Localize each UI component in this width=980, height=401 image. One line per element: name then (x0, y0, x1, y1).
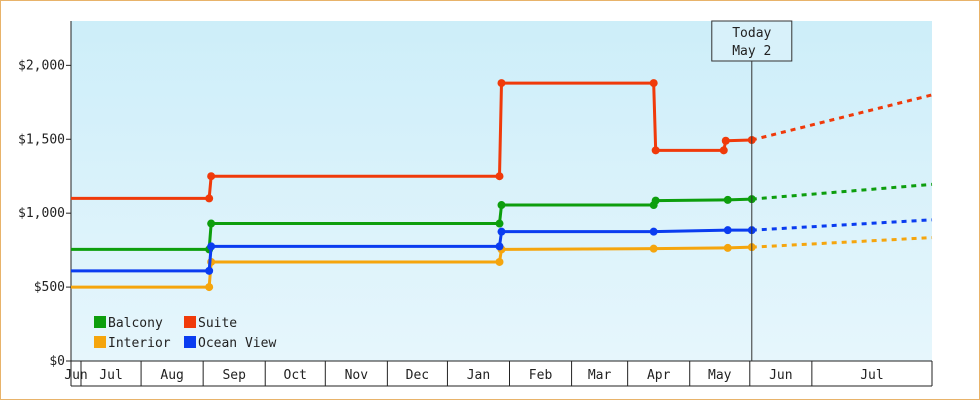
y-tick-label: $0 (49, 354, 65, 369)
series-forecast-suite (751, 93, 933, 142)
x-tick-label: Jun (769, 368, 792, 383)
x-tick-label: Oct (284, 368, 307, 383)
data-point (495, 219, 504, 228)
data-point (649, 227, 658, 236)
x-tick-label: Mar (588, 368, 612, 383)
data-point (495, 242, 504, 251)
data-point (723, 243, 732, 252)
y-tick-label: $2,000 (18, 58, 65, 73)
x-tick-label: Feb (529, 368, 553, 383)
legend-label-interior: Interior (108, 336, 171, 351)
x-tick-label: Jul (860, 368, 883, 383)
today-marker: Today May 2 (711, 20, 793, 361)
y-tick-label: $1,500 (18, 132, 65, 147)
data-point (207, 172, 216, 181)
x-tick-label: Jun (64, 368, 87, 383)
data-point (649, 79, 658, 88)
data-point (495, 257, 504, 266)
x-tick-label: Jul (99, 368, 122, 383)
data-point (651, 196, 660, 205)
data-point (497, 201, 506, 210)
legend-swatch-interior (94, 336, 106, 348)
data-point (649, 244, 658, 253)
data-point (205, 194, 214, 203)
series-line-ocean-view (71, 228, 752, 273)
data-point (495, 172, 504, 181)
legend-label-balcony: Balcony (108, 316, 163, 331)
series-balcony (71, 182, 933, 254)
x-tick-label: May (708, 368, 732, 383)
data-point (721, 136, 730, 145)
today-label-box (711, 20, 793, 62)
today-label-line1: Today (732, 26, 771, 41)
series-line-suite (71, 81, 752, 200)
legend-swatch-ocean-view (184, 336, 196, 348)
data-point (723, 226, 732, 235)
x-tick-label: Nov (345, 368, 369, 383)
legend-swatch-suite (184, 316, 196, 328)
data-point (205, 266, 214, 275)
data-point (205, 283, 214, 292)
legend-swatch-balcony (94, 316, 106, 328)
data-point (723, 195, 732, 204)
data-point (651, 146, 660, 155)
legend: Balcony Suite Interior Ocean View (94, 316, 276, 351)
series-ocean-view (71, 218, 933, 275)
y-tick-label: $1,000 (18, 206, 65, 221)
data-point (207, 219, 216, 228)
today-label-line2: May 2 (732, 44, 771, 59)
x-tick-label: Dec (406, 368, 429, 383)
legend-label-ocean-view: Ocean View (198, 336, 276, 351)
series-forecast-interior (751, 236, 933, 249)
data-point (719, 146, 728, 155)
series-suite (71, 79, 933, 203)
series-group (71, 79, 933, 292)
x-tick-label: Sep (222, 368, 246, 383)
x-tick-label: Aug (160, 368, 183, 383)
data-point (497, 79, 506, 88)
series-forecast-balcony (751, 182, 933, 201)
y-axis: $0 $500 $1,000 $1,500 $2,000 (18, 21, 72, 369)
y-tick-label: $500 (34, 280, 65, 295)
x-tick-label: Apr (647, 368, 671, 383)
legend-label-suite: Suite (198, 316, 237, 331)
plot-area (71, 21, 932, 361)
data-point (207, 242, 216, 251)
x-tick-label: Jan (467, 368, 490, 383)
data-point (497, 227, 506, 236)
series-forecast-ocean-view (751, 218, 933, 232)
x-axis: Jun Jul Aug Sep Oct Nov Dec Jan Feb Mar Apr May Jun J… (64, 360, 933, 387)
series-line-interior (71, 245, 752, 289)
